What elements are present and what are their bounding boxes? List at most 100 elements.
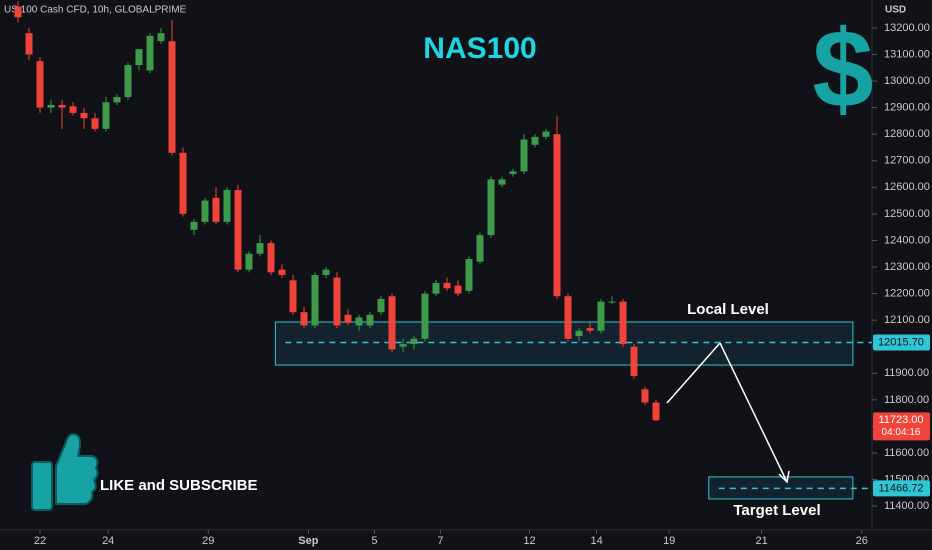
candle-body (58, 104, 66, 108)
y-tick-label: 12700.00 (884, 155, 930, 167)
candle-body (113, 96, 121, 103)
candle-body (344, 314, 352, 323)
candle-body (278, 269, 286, 275)
candle-body (355, 317, 363, 326)
x-tick-label: Sep (298, 535, 318, 547)
y-tick-label: 11900.00 (884, 367, 929, 379)
candle-body (421, 293, 429, 339)
y-tick-label: 12600.00 (884, 181, 930, 193)
candle-body (25, 33, 33, 55)
x-tick-label: 29 (202, 535, 214, 547)
currency: USD (885, 5, 906, 16)
y-tick-label: 11400.00 (884, 500, 929, 512)
candle-body (91, 118, 99, 129)
x-tick-label: 21 (755, 535, 767, 547)
x-tick-label: 19 (663, 535, 675, 547)
candle-body (201, 200, 209, 222)
candle-body (630, 346, 638, 376)
x-tick-label: 12 (523, 535, 535, 547)
candle-body (190, 221, 198, 230)
y-tick-label: 12900.00 (884, 102, 930, 114)
candle-body (597, 301, 605, 331)
candle-body (410, 338, 418, 345)
candle-body (366, 314, 374, 326)
candle-body (443, 282, 451, 289)
y-tick-label: 12200.00 (884, 287, 930, 299)
x-tick-label: 5 (371, 535, 377, 547)
candle-body (124, 65, 132, 97)
candle-body (531, 136, 539, 145)
candle-body (564, 296, 572, 339)
x-tick-label: 26 (856, 535, 868, 547)
candle-body (36, 61, 44, 108)
candle-body (311, 274, 319, 326)
candle-body (234, 189, 242, 270)
y-tick-label: 12100.00 (884, 314, 930, 326)
price-badge (873, 412, 930, 441)
candle-body (322, 269, 330, 275)
candle-body (465, 259, 473, 291)
thumbs-up-icon (31, 433, 99, 511)
zone-label: Target Level (733, 502, 820, 519)
candle-body (586, 328, 594, 331)
dollar-icon: $ (812, 8, 873, 131)
candle-body (575, 330, 583, 337)
y-tick-label: 12300.00 (884, 261, 930, 273)
y-tick-label: 13000.00 (884, 75, 930, 87)
candle-body (289, 280, 297, 313)
level-label: 12015.70 (878, 336, 924, 348)
candle-body (652, 402, 660, 421)
x-tick-label: 24 (102, 535, 114, 547)
candle-body (498, 179, 506, 185)
candle-body (388, 296, 396, 350)
candle-body (377, 298, 385, 313)
candle-body (553, 134, 561, 297)
level-label: 11466.72 (878, 482, 923, 494)
cta: LIKE and SUBSCRIBE (100, 477, 258, 494)
zone-label: Local Level (687, 301, 769, 318)
candle-body (454, 285, 462, 294)
x-tick-label: 22 (34, 535, 46, 547)
candle-body (146, 35, 154, 71)
y-tick-label: 12800.00 (884, 128, 930, 140)
candle-body (168, 41, 176, 153)
candle-body (102, 102, 110, 129)
level-badge (873, 480, 930, 497)
candle-body (333, 277, 341, 326)
x-tick-label: 14 (590, 535, 602, 547)
y-tick-label: 13200.00 (884, 22, 930, 34)
candle-body (47, 104, 55, 108)
candle-body (520, 139, 528, 172)
chart-title: NAS100 (423, 32, 536, 65)
x-tick-label: 7 (437, 535, 443, 547)
y-tick-label: 11600.00 (884, 447, 929, 459)
candle-body (432, 282, 440, 294)
candle-body (245, 253, 253, 270)
candle-body (399, 344, 407, 347)
candle-body (223, 189, 231, 222)
candle-body (69, 106, 77, 113)
y-tick-label: 11800.00 (884, 394, 929, 406)
candle-body (256, 243, 264, 254)
candle-body (179, 152, 187, 214)
y-tick-label: 12400.00 (884, 234, 930, 246)
candle-body (509, 171, 517, 175)
candle-body (14, 6, 22, 18)
candle-body (619, 301, 627, 345)
header: US 100 Cash CFD, 10h, GLOBALPRIME (4, 5, 187, 16)
zone (274, 321, 854, 366)
countdown: 04:04:16 (882, 427, 921, 438)
candle-body (641, 389, 649, 403)
candle-body (212, 197, 220, 222)
candle-body (542, 131, 550, 137)
candle-body (608, 301, 616, 303)
candle-body (267, 243, 275, 273)
candle-body (476, 235, 484, 262)
arrow-head (778, 470, 790, 484)
y-tick-label: 13100.00 (884, 48, 930, 60)
candle-body (135, 49, 143, 66)
candle-body (300, 312, 308, 326)
level-badge (873, 334, 930, 351)
price-label: 11723.00 (878, 414, 923, 426)
